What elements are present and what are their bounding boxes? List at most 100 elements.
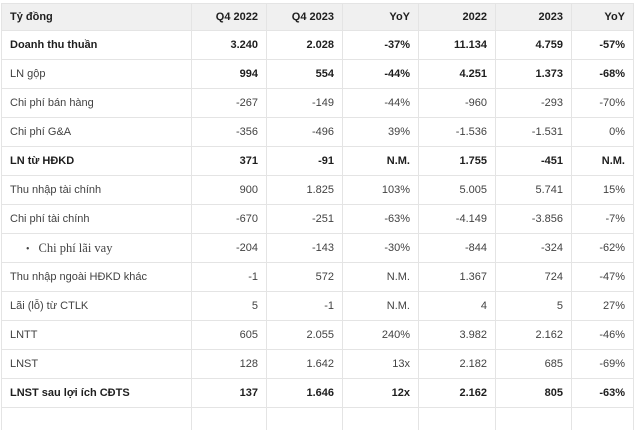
cell-value: 2.028 xyxy=(266,30,343,60)
cell-value: 5 xyxy=(495,291,572,321)
unit-label: Tỷ đồng xyxy=(1,3,192,31)
cell-value: 572 xyxy=(266,262,343,292)
table-row xyxy=(1,407,634,430)
cell-value: 137 xyxy=(191,378,267,408)
cell-value: -356 xyxy=(191,117,267,147)
cell-value: -46% xyxy=(571,320,634,350)
cell-value: -91 xyxy=(266,146,343,176)
table-row: Chi phí tài chính -670 -251 -63% -4.149 -3.85… xyxy=(1,204,634,234)
cell-value xyxy=(342,407,419,430)
row-label: Chi phí tài chính xyxy=(1,204,192,234)
cell-value: -44% xyxy=(342,59,419,89)
cell-value: N.M. xyxy=(342,262,419,292)
cell-value: 39% xyxy=(342,117,419,147)
column-header: YoY xyxy=(342,3,419,31)
cell-value: -7% xyxy=(571,204,634,234)
cell-value: -451 xyxy=(495,146,572,176)
cell-value xyxy=(266,407,343,430)
cell-value: 4.251 xyxy=(418,59,496,89)
cell-value: -293 xyxy=(495,88,572,118)
cell-value: 128 xyxy=(191,349,267,379)
cell-value: N.M. xyxy=(571,146,634,176)
cell-value: -30% xyxy=(342,233,419,263)
row-label: LN gộp xyxy=(1,59,192,89)
cell-value: 2.182 xyxy=(418,349,496,379)
column-header: Q4 2022 xyxy=(191,3,267,31)
cell-value: -1 xyxy=(266,291,343,321)
column-header: YoY xyxy=(571,3,634,31)
cell-value: 15% xyxy=(571,175,634,205)
table-row: Doanh thu thuần 3.240 2.028 -37% 11.134 4.759… xyxy=(1,30,634,60)
cell-value xyxy=(571,407,634,430)
cell-value: -143 xyxy=(266,233,343,263)
cell-value: 3.240 xyxy=(191,30,267,60)
cell-value: 1.825 xyxy=(266,175,343,205)
table-row: Thu nhập ngoài HĐKD khác -1 572 N.M. 1.367 72… xyxy=(1,262,634,292)
cell-value: -960 xyxy=(418,88,496,118)
cell-value: 5.741 xyxy=(495,175,572,205)
cell-value xyxy=(418,407,496,430)
cell-value: 1.642 xyxy=(266,349,343,379)
table-row: LNTT 605 2.055 240% 3.982 2.162 -46% xyxy=(1,320,634,350)
cell-value: 1.755 xyxy=(418,146,496,176)
table-body: Doanh thu thuần 3.240 2.028 -37% 11.134 4.759… xyxy=(1,30,634,430)
column-header: 2022 xyxy=(418,3,496,31)
cell-value: 0% xyxy=(571,117,634,147)
row-label: Chi phí bán hàng xyxy=(1,88,192,118)
cell-value: -69% xyxy=(571,349,634,379)
cell-value: -844 xyxy=(418,233,496,263)
cell-value: 11.134 xyxy=(418,30,496,60)
column-header: Q4 2023 xyxy=(266,3,343,31)
table-row: • Chi phí lãi vay -204 -143 -30% -844 -324 -62% xyxy=(1,233,634,263)
financial-results-table: Tỷ đồng Q4 2022 Q4 2023 YoY 2022 2023 YoY Doan… xyxy=(1,3,634,430)
cell-value: 5.005 xyxy=(418,175,496,205)
cell-value: 685 xyxy=(495,349,572,379)
cell-value: N.M. xyxy=(342,146,419,176)
cell-value: 805 xyxy=(495,378,572,408)
row-label: Doanh thu thuần xyxy=(1,30,192,60)
cell-value: N.M. xyxy=(342,291,419,321)
cell-value: 724 xyxy=(495,262,572,292)
cell-value: -63% xyxy=(571,378,634,408)
cell-value: 13x xyxy=(342,349,419,379)
cell-value: -62% xyxy=(571,233,634,263)
cell-value xyxy=(191,407,267,430)
row-label-text: Chi phí lãi vay xyxy=(38,240,113,255)
row-label: Thu nhập tài chính xyxy=(1,175,192,205)
table-row: Chi phí bán hàng -267 -149 -44% -960 -293 -70% xyxy=(1,88,634,118)
cell-value: 27% xyxy=(571,291,634,321)
cell-value: -670 xyxy=(191,204,267,234)
cell-value: -149 xyxy=(266,88,343,118)
table-row: Thu nhập tài chính 900 1.825 103% 5.005 5.741… xyxy=(1,175,634,205)
cell-value: 1.373 xyxy=(495,59,572,89)
table-row: LNST sau lợi ích CĐTS 137 1.646 12x 2.162 805… xyxy=(1,378,634,408)
cell-value: -1 xyxy=(191,262,267,292)
table-row: Chi phí G&A -356 -496 39% -1.536 -1.531 0% xyxy=(1,117,634,147)
cell-value: -47% xyxy=(571,262,634,292)
cell-value: -1.531 xyxy=(495,117,572,147)
cell-value: 1.367 xyxy=(418,262,496,292)
row-label: LNST xyxy=(1,349,192,379)
cell-value: -267 xyxy=(191,88,267,118)
cell-value: 240% xyxy=(342,320,419,350)
table-row: LNST 128 1.642 13x 2.182 685 -69% xyxy=(1,349,634,379)
row-label: • Chi phí lãi vay xyxy=(1,233,192,263)
bullet-icon: • xyxy=(26,243,30,255)
cell-value: 2.162 xyxy=(495,320,572,350)
cell-value: 4 xyxy=(418,291,496,321)
cell-value: -70% xyxy=(571,88,634,118)
cell-value: -4.149 xyxy=(418,204,496,234)
cell-value: -57% xyxy=(571,30,634,60)
cell-value: 605 xyxy=(191,320,267,350)
cell-value: -63% xyxy=(342,204,419,234)
cell-value: 2.162 xyxy=(418,378,496,408)
cell-value: 3.982 xyxy=(418,320,496,350)
column-header: 2023 xyxy=(495,3,572,31)
cell-value: 554 xyxy=(266,59,343,89)
cell-value xyxy=(495,407,572,430)
row-label: Chi phí G&A xyxy=(1,117,192,147)
row-label: LNTT xyxy=(1,320,192,350)
row-label xyxy=(1,407,192,430)
cell-value: 371 xyxy=(191,146,267,176)
cell-value: 4.759 xyxy=(495,30,572,60)
